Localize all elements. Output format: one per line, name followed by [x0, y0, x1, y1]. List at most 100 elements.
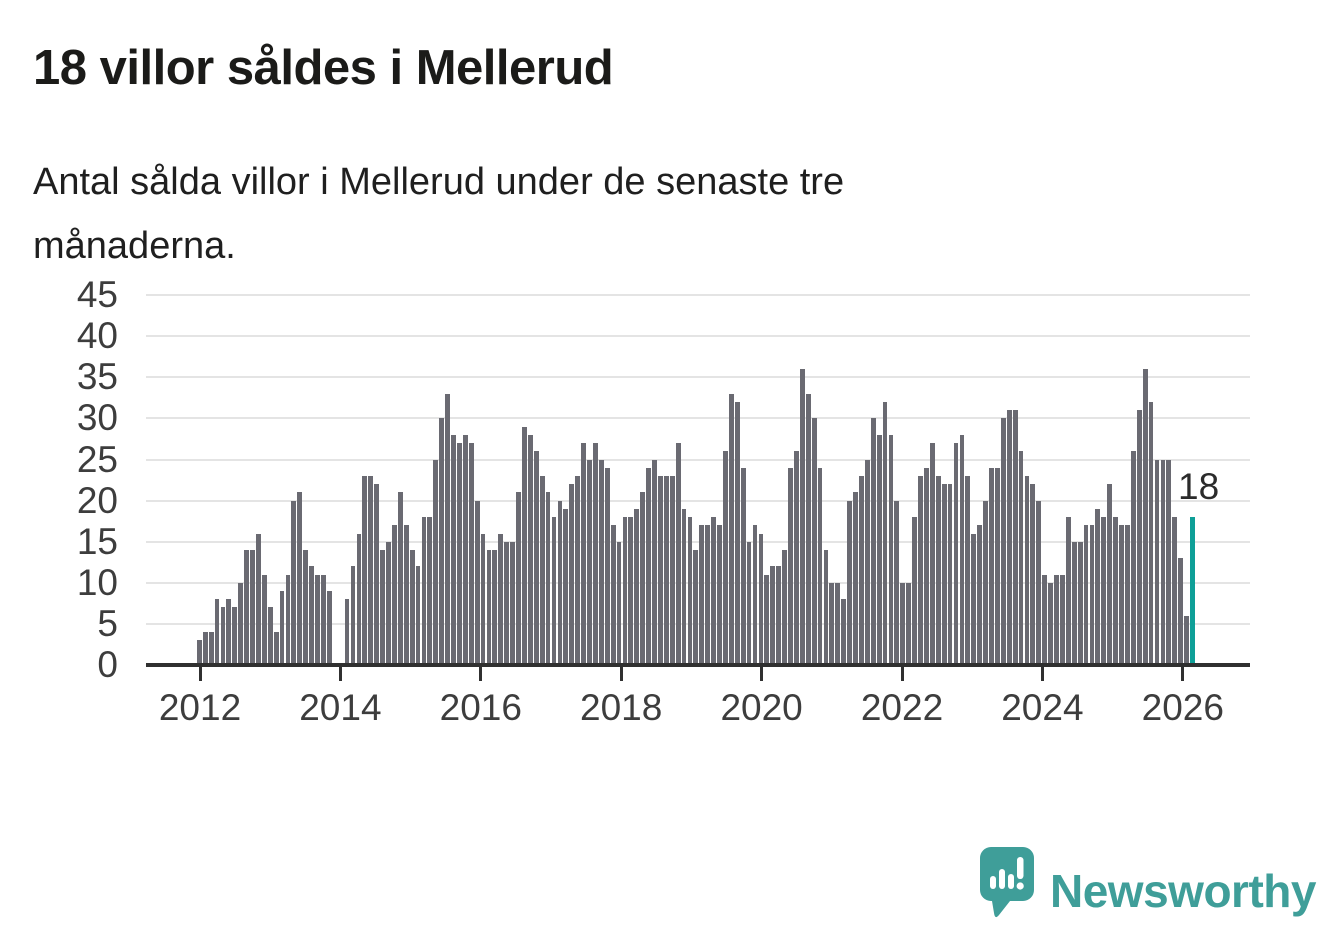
bar [782, 549, 787, 665]
bar [811, 418, 817, 665]
bar [421, 517, 427, 665]
bar [705, 525, 711, 665]
bar [445, 393, 450, 665]
x-axis-tick [1040, 667, 1044, 681]
bar [344, 599, 350, 665]
bar [598, 459, 604, 665]
bar [876, 434, 882, 665]
bar [291, 500, 297, 665]
bar [989, 467, 994, 665]
bar [575, 475, 581, 665]
bar [1048, 582, 1053, 665]
gridline [146, 458, 1250, 461]
bar [675, 443, 681, 665]
page-title: 18 villor såldes i Mellerud [33, 41, 614, 95]
bar [315, 574, 320, 665]
bar [1142, 369, 1148, 665]
bar [793, 451, 799, 665]
bar [1083, 525, 1089, 665]
bar [994, 467, 1000, 665]
bar [1172, 517, 1178, 665]
bar [953, 443, 959, 665]
bar [220, 607, 226, 665]
bar [1042, 574, 1048, 665]
bar [451, 434, 456, 665]
bar [202, 632, 208, 665]
bar [699, 525, 705, 665]
bar [1160, 459, 1166, 665]
bar [1095, 508, 1101, 665]
bar [734, 402, 740, 665]
y-axis-label: 30 [76, 397, 118, 439]
bar [971, 533, 977, 665]
y-axis-label: 35 [76, 356, 118, 398]
bar [504, 541, 510, 665]
bar [1184, 615, 1189, 665]
bar [628, 517, 634, 665]
bar [256, 533, 261, 665]
bar [492, 549, 498, 665]
bar [616, 541, 622, 665]
bar [522, 426, 527, 665]
x-axis-label: 2020 [720, 687, 803, 728]
bar [1101, 517, 1107, 665]
bar [622, 517, 628, 665]
bar [1154, 459, 1160, 665]
bar [527, 434, 533, 665]
newsworthy-logo-icon [978, 845, 1036, 936]
bar [261, 574, 267, 665]
x-axis-label: 2016 [439, 687, 522, 728]
bar [321, 574, 326, 665]
x-axis-label: 2018 [580, 687, 663, 728]
bar [912, 517, 918, 665]
bar [693, 549, 699, 665]
bar [250, 549, 255, 665]
bar [403, 525, 409, 665]
bar [380, 549, 385, 665]
bar [663, 475, 669, 665]
bar [569, 484, 575, 665]
bar [835, 582, 841, 665]
bar [238, 582, 244, 665]
y-axis-label: 45 [76, 274, 118, 316]
bar [906, 582, 912, 665]
bar [965, 475, 971, 665]
bar [1071, 541, 1077, 665]
bar [350, 566, 356, 665]
bar [634, 508, 640, 665]
y-axis-label: 40 [76, 315, 118, 357]
newsworthy-logo[interactable]: Newsworthy [978, 845, 1316, 936]
bar [900, 582, 906, 665]
bar [770, 566, 776, 665]
bar [646, 467, 651, 665]
bar [1077, 541, 1083, 665]
y-axis-label: 5 [97, 602, 118, 644]
bar [776, 566, 782, 665]
bar [918, 475, 923, 665]
bar [539, 475, 545, 665]
bar [510, 541, 516, 665]
bar [244, 549, 249, 665]
bar [758, 533, 764, 665]
bar [232, 607, 238, 665]
x-axis-tick [619, 667, 623, 681]
bar [805, 393, 811, 665]
bar [557, 500, 563, 665]
bar [1178, 558, 1184, 665]
bar [196, 640, 202, 665]
bar [480, 533, 486, 665]
bar [870, 418, 876, 665]
bar [935, 475, 941, 665]
bar [427, 517, 433, 665]
bar [457, 443, 462, 665]
bar [208, 632, 214, 665]
bar [362, 475, 368, 665]
bar [391, 525, 397, 665]
bar [929, 443, 935, 665]
gridline [146, 335, 1250, 338]
bar [859, 475, 864, 665]
bar [947, 484, 953, 665]
highlight-bar [1190, 517, 1195, 665]
bar [267, 607, 273, 665]
